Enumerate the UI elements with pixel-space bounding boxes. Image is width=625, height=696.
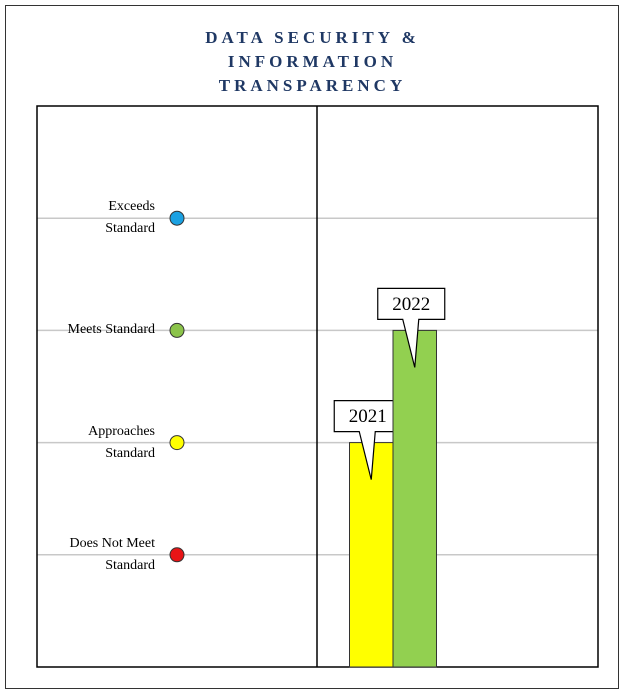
y-tick-label: Exceeds Standard	[105, 199, 155, 237]
y-tick-label: Does Not Meet Standard	[69, 535, 155, 573]
tick-dot	[169, 435, 185, 451]
callout-label: 2021	[349, 406, 387, 427]
callout-box	[377, 287, 446, 368]
tick-dot	[169, 322, 185, 338]
y-tick-label: Approaches Standard	[88, 423, 155, 461]
frame	[5, 5, 619, 689]
tick-dot	[169, 547, 185, 563]
y-tick-label: Meets Standard	[67, 322, 155, 338]
tick-dot	[169, 210, 185, 226]
chart-title: DATA SECURITY & INFORMATION TRANSPARENCY	[0, 26, 625, 98]
title-text: DATA SECURITY & INFORMATION TRANSPARENCY	[205, 28, 420, 95]
bar	[392, 329, 437, 668]
callout-label: 2022	[392, 294, 430, 315]
bar	[349, 442, 394, 668]
